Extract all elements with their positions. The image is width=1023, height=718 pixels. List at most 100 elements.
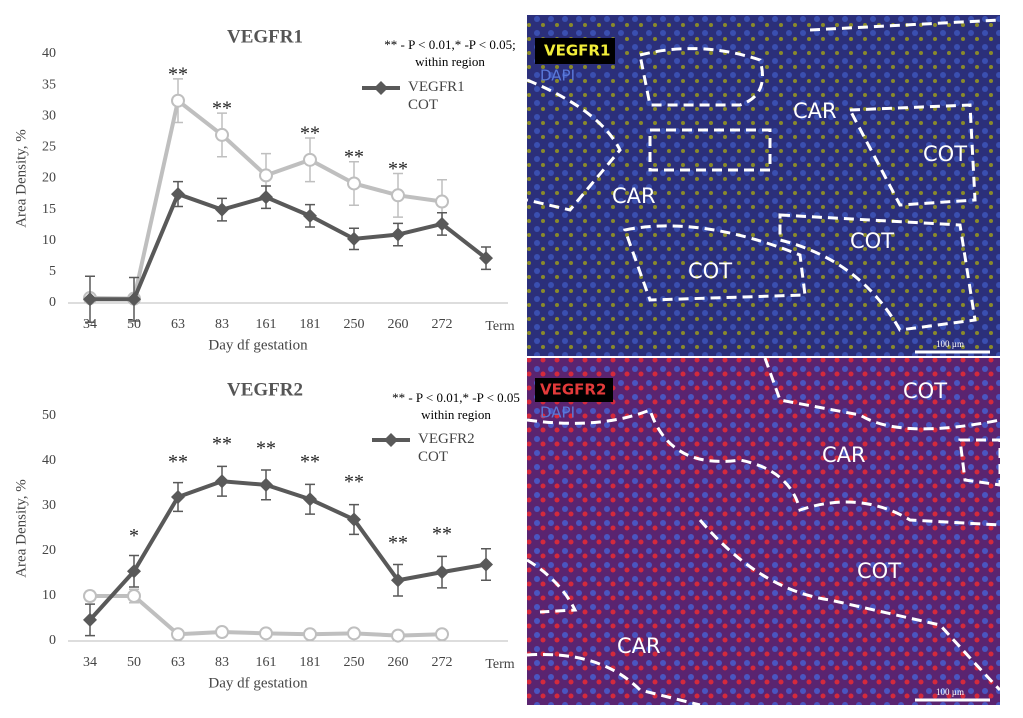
marker	[83, 612, 97, 627]
y-tick-label: 0	[49, 295, 56, 310]
marker	[435, 216, 449, 231]
series-line	[90, 191, 488, 302]
y-tick-label: 25	[42, 140, 56, 155]
x-tick-label: 250	[344, 655, 365, 670]
marker	[83, 589, 97, 603]
chart-title: VEGFR2	[227, 379, 303, 400]
x-tick-label: 83	[215, 655, 229, 670]
marker	[391, 227, 405, 242]
region-label: CAR	[612, 184, 656, 208]
stain-label: DAPI	[540, 404, 575, 422]
marker	[215, 202, 229, 217]
annotation: **	[300, 451, 320, 473]
marker	[303, 208, 317, 223]
x-tick-label: 161	[256, 655, 277, 670]
legend-marker	[384, 433, 398, 447]
region-label: COT	[923, 142, 967, 166]
note: ** - P < 0.01,* -P < 0.05	[392, 390, 520, 405]
region-label: CAR	[822, 443, 866, 467]
x-tick-label: 63	[171, 317, 185, 332]
marker	[347, 231, 361, 246]
y-tick-label: 40	[42, 46, 56, 61]
x-tick-label: 181	[300, 655, 321, 670]
marker	[479, 557, 493, 572]
x-tick-label: Term	[485, 657, 514, 672]
marker	[391, 188, 405, 203]
annotation: **	[344, 471, 364, 493]
y-tick-label: 15	[42, 202, 56, 217]
marker	[127, 292, 141, 307]
x-tick-label: 34	[83, 317, 97, 332]
y-axis-label: Area Density, %	[13, 479, 29, 578]
x-tick-label: 161	[256, 317, 277, 332]
micrograph: VEGFR2 DAPI COT CAR COT CAR 100 µm	[526, 357, 1002, 707]
x-axis-label: Day df gestation	[208, 337, 308, 353]
legend-label: VEGFR2 COT	[418, 431, 475, 465]
annotation: **	[212, 98, 232, 120]
marker	[435, 627, 449, 642]
note: within region	[421, 407, 491, 422]
region-label: COT	[688, 259, 732, 283]
marker	[435, 565, 449, 580]
x-tick-label: Term	[485, 319, 514, 334]
annotation: **	[300, 123, 320, 145]
y-tick-label: 20	[42, 543, 56, 558]
x-tick-label: 50	[127, 655, 141, 670]
micrograph: VEGFR1 DAPI CAR CAR COT COT COT 100 µm	[526, 15, 1001, 356]
y-tick-label: 10	[42, 588, 56, 603]
annotation: **	[388, 158, 408, 180]
marker	[303, 627, 317, 642]
y-tick-label: 0	[49, 633, 56, 648]
x-tick-label: 34	[83, 655, 97, 670]
x-axis-label: Day df gestation	[208, 675, 308, 691]
x-tick-label: 181	[300, 317, 321, 332]
stain-label: VEGFR2	[540, 381, 606, 399]
marker	[347, 626, 361, 641]
scale-label: 100 µm	[936, 687, 964, 697]
marker	[171, 187, 185, 202]
marker	[435, 194, 449, 209]
stain-label: VEGFR1	[544, 42, 610, 60]
annotation: **	[432, 523, 452, 545]
x-tick-label: 83	[215, 317, 229, 332]
marker	[171, 93, 185, 108]
marker	[391, 573, 405, 588]
annotation: **	[168, 63, 188, 85]
stain-label: DAPI	[540, 67, 575, 85]
y-tick-label: 40	[42, 453, 56, 468]
legend-label: VEGFR1 COT	[408, 79, 465, 113]
marker	[83, 292, 97, 307]
marker	[303, 152, 317, 167]
marker	[171, 490, 185, 504]
scale-label: 100 µm	[936, 339, 964, 349]
x-tick-label: 250	[344, 317, 365, 332]
marker	[259, 168, 273, 183]
marker	[127, 564, 141, 579]
note: ** - P < 0.01,* -P < 0.05;	[384, 37, 515, 52]
x-tick-label: 260	[388, 317, 409, 332]
marker	[391, 628, 405, 643]
marker	[347, 176, 361, 191]
chart-title: VEGFR1	[227, 26, 303, 47]
marker	[215, 474, 229, 489]
annotation: **	[388, 532, 408, 554]
y-tick-label: 20	[42, 171, 56, 186]
note: within region	[415, 54, 485, 69]
marker	[215, 625, 229, 639]
x-tick-label: 272	[432, 655, 453, 670]
x-tick-label: 272	[432, 317, 453, 332]
y-tick-label: 50	[42, 408, 56, 423]
annotation: **	[212, 433, 232, 455]
marker	[303, 492, 317, 507]
annotation: *	[129, 525, 139, 547]
y-axis-label: Area Density, %	[13, 129, 29, 228]
marker	[215, 127, 229, 142]
marker	[259, 477, 273, 492]
region-label: COT	[903, 379, 947, 403]
region-label: CAR	[793, 99, 837, 123]
region-label: COT	[850, 229, 894, 253]
x-tick-label: 63	[171, 655, 185, 670]
region-label: CAR	[617, 634, 661, 658]
